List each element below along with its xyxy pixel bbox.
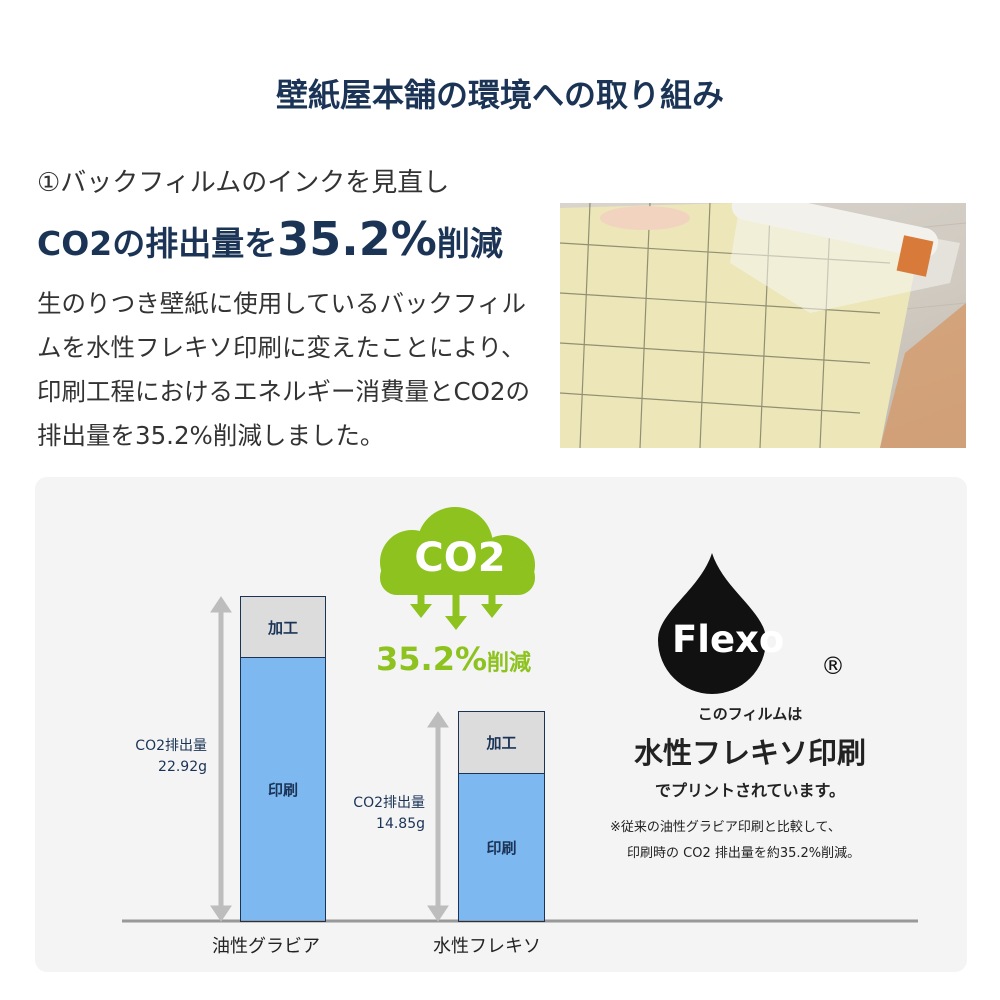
wallpaper-roll-photo: [560, 203, 966, 448]
bar-segment-processing: 加工: [459, 712, 544, 774]
bar-segment-printing: 印刷: [241, 658, 325, 920]
arrow-left: [210, 596, 232, 922]
flexo-line3: でプリントされています。: [655, 781, 845, 800]
bar-oil-gravure: 加工 印刷: [240, 596, 326, 922]
headline-percent: 35.2%: [277, 212, 437, 266]
headline-post: 削減: [436, 224, 503, 263]
photo-illustration: [560, 203, 966, 448]
reduction-label: 35.2%削減: [376, 640, 531, 678]
registered-mark: ®: [821, 652, 845, 680]
total-caption: CO2排出量: [353, 795, 425, 811]
total-label-oil: CO2排出量 22.92g: [100, 736, 207, 778]
flexo-line1: このフィルムは: [697, 705, 803, 723]
flexo-note2: 印刷時の CO2 排出量を約35.2%削減。: [627, 846, 861, 861]
water-drop-icon: [658, 553, 766, 694]
headline-pre: CO2の排出量を: [37, 224, 278, 263]
bar-water-flexo: 加工 印刷: [458, 711, 545, 922]
category-oil-gravure: 油性グラビア: [212, 936, 320, 957]
section-headline: CO2の排出量を35.2%削減: [37, 212, 503, 266]
total-value: 22.92g: [158, 759, 207, 775]
cloud-text: CO2: [414, 535, 506, 581]
total-value: 14.85g: [376, 816, 425, 832]
flexo-logo: Flexo: [672, 618, 785, 661]
page-title: 壁紙屋本舗の環境への取り組み: [275, 76, 724, 114]
reduction-suffix: 削減: [487, 651, 532, 676]
section-body: 生のりつき壁紙に使用しているバックフィルムを水性フレキソ印刷に変えたことにより、…: [37, 289, 530, 450]
section-subtitle: ①バックフィルムのインクを見直し: [37, 168, 450, 198]
bar-segment-processing: 加工: [241, 597, 325, 658]
flexo-note1: ※従来の油性グラビア印刷と比較して、: [610, 820, 841, 835]
total-caption: CO2排出量: [135, 738, 207, 754]
flexo-line2: 水性フレキソ印刷: [633, 736, 866, 770]
arrow-right: [427, 711, 449, 922]
category-water-flexo: 水性フレキソ: [433, 936, 541, 957]
bar-segment-printing: 印刷: [459, 774, 544, 920]
reduction-value: 35.2%: [376, 640, 488, 678]
co2-cloud-icon: [380, 507, 535, 630]
total-label-flexo: CO2排出量 14.85g: [318, 793, 425, 835]
